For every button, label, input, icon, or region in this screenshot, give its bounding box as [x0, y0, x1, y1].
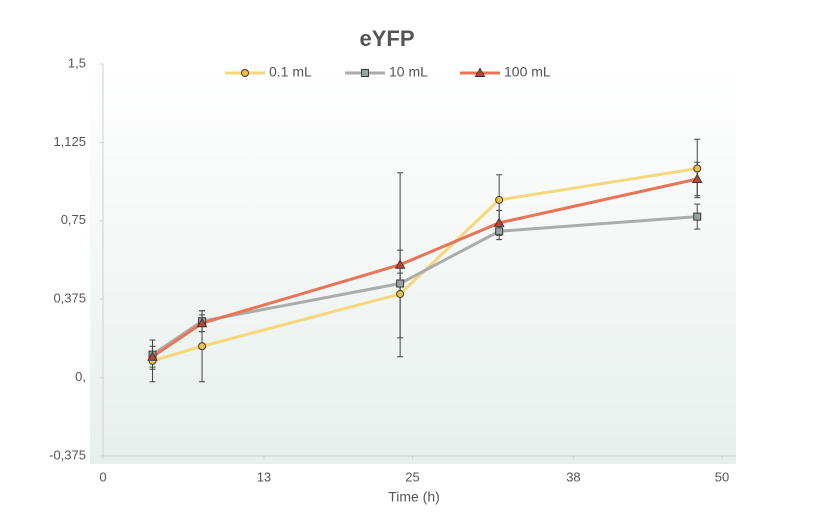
- legend-label: 0.1 mL: [269, 64, 312, 80]
- marker: [493, 217, 505, 227]
- marker: [396, 289, 405, 298]
- marker: [396, 279, 405, 288]
- marker: [495, 195, 504, 204]
- x-tick-label: 13: [257, 469, 271, 484]
- y-tick-label: -0,375: [49, 447, 86, 462]
- chart-title: eYFP: [359, 26, 414, 51]
- legend-marker: [474, 67, 486, 77]
- x-tick-label: 38: [566, 469, 580, 484]
- x-tick-label: 50: [715, 469, 729, 484]
- marker: [693, 164, 702, 173]
- marker: [693, 212, 702, 221]
- marker: [691, 173, 703, 183]
- marker: [198, 342, 207, 351]
- marker: [394, 259, 406, 269]
- y-tick-label: 1,5: [68, 55, 86, 70]
- marker: [147, 351, 158, 361]
- x-tick-label: 25: [405, 469, 419, 484]
- y-tick-label: 0,75: [61, 212, 86, 227]
- plot-background: [90, 64, 736, 464]
- legend-marker: [361, 69, 369, 77]
- x-axis-label: Time (h): [388, 489, 440, 505]
- x-tick-label: 0: [99, 469, 106, 484]
- marker: [196, 317, 208, 328]
- y-tick-label: 0,: [75, 369, 86, 384]
- y-tick-label: 0,375: [53, 291, 86, 306]
- legend-marker: [241, 69, 249, 77]
- y-tick-label: 1,125: [53, 134, 86, 149]
- legend-label: 10 mL: [389, 64, 428, 80]
- legend-label: 100 mL: [504, 64, 551, 80]
- marker: [495, 227, 504, 236]
